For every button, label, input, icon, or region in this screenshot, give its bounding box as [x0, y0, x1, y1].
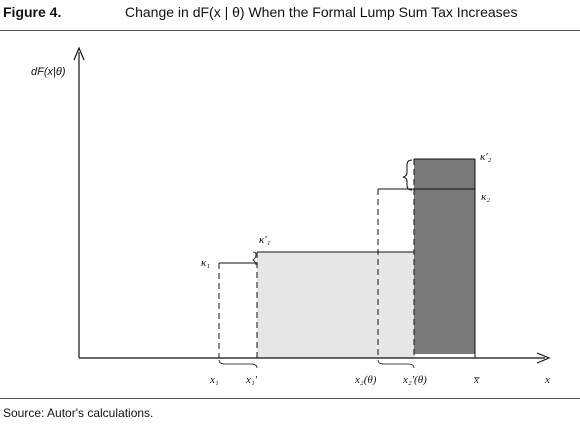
figure-header: Figure 4. Change in dF(x | θ) When the F… — [0, 0, 580, 30]
label-kappa2prime: κ'₂ — [480, 151, 492, 163]
kappa2-brace — [402, 159, 413, 191]
label-kappa1: κ₁ — [201, 257, 210, 269]
tick-x2prime: x₂'(θ) — [402, 374, 427, 386]
x-axis-label: x — [544, 374, 550, 386]
y-axis-label: dF(x|θ) — [31, 66, 66, 78]
x1-bottom-brace — [218, 359, 258, 369]
tick-xbar: x̅ — [473, 374, 480, 386]
tick-x2: x₂(θ) — [354, 374, 377, 386]
x-axis-arrow — [536, 352, 551, 364]
kappa1-brace — [252, 251, 257, 266]
y-axis-arrow — [73, 46, 85, 61]
top-rule — [0, 30, 580, 31]
label-kappa2: κ₂ — [481, 191, 490, 203]
label-kappa1prime: κ'₁ — [259, 234, 271, 246]
bottom-rule — [0, 398, 580, 399]
figure-label: Figure 4. — [3, 4, 62, 20]
figure-source: Source: Autor's calculations. — [3, 406, 154, 420]
dark-region — [414, 159, 475, 354]
light-region — [257, 252, 415, 358]
x2-bottom-brace — [377, 359, 415, 369]
tick-x1prime: x₁' — [245, 374, 258, 386]
figure-title: Change in dF(x | θ) When the Formal Lump… — [125, 4, 518, 20]
tick-x1: x₁ — [209, 374, 219, 386]
